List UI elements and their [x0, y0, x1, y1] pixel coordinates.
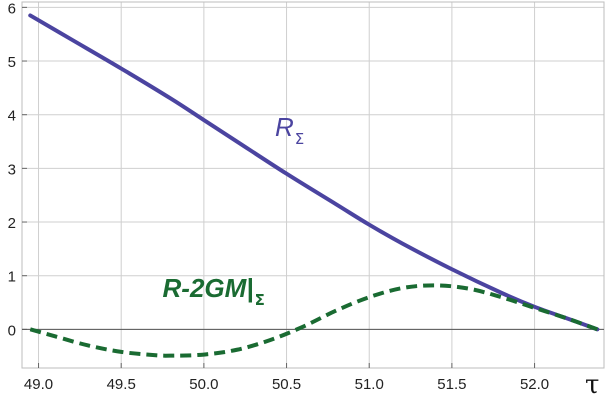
x-tick-label: 50.5 — [272, 376, 301, 393]
x-tick-label: 50.0 — [189, 376, 218, 393]
x-tick-label: 49.0 — [24, 376, 53, 393]
x-tick-label: 51.0 — [355, 376, 384, 393]
y-tick-label: 2 — [8, 215, 16, 232]
series-label-0: RΣ — [275, 112, 304, 148]
y-tick-label: 0 — [8, 322, 16, 339]
y-tick-label: 3 — [8, 161, 16, 178]
plot-frame — [21, 1, 605, 369]
y-tick-label: 4 — [8, 108, 16, 125]
x-axis-label: τ — [585, 370, 599, 398]
x-tick-label: 51.5 — [437, 376, 466, 393]
series-line-1 — [29, 283, 599, 358]
x-tick-label: 49.5 — [107, 376, 136, 393]
series-line-0 — [28, 13, 600, 332]
x-tick-label: 52.0 — [520, 376, 549, 393]
y-tick-label: 5 — [8, 54, 16, 71]
series-lines — [28, 13, 600, 358]
series-labels: RΣ R-2GM|Σ — [163, 112, 305, 309]
grid-lines — [22, 2, 604, 368]
y-tick-label: 6 — [8, 0, 16, 17]
series-label-1: R-2GM|Σ — [163, 273, 265, 309]
y-tick-label: 1 — [8, 269, 16, 286]
tick-labels: 49.0 49.5 50.0 50.5 51.0 51.5 52.0 0 1 2 3 4 5 6 — [8, 0, 550, 393]
axes — [21, 1, 605, 369]
